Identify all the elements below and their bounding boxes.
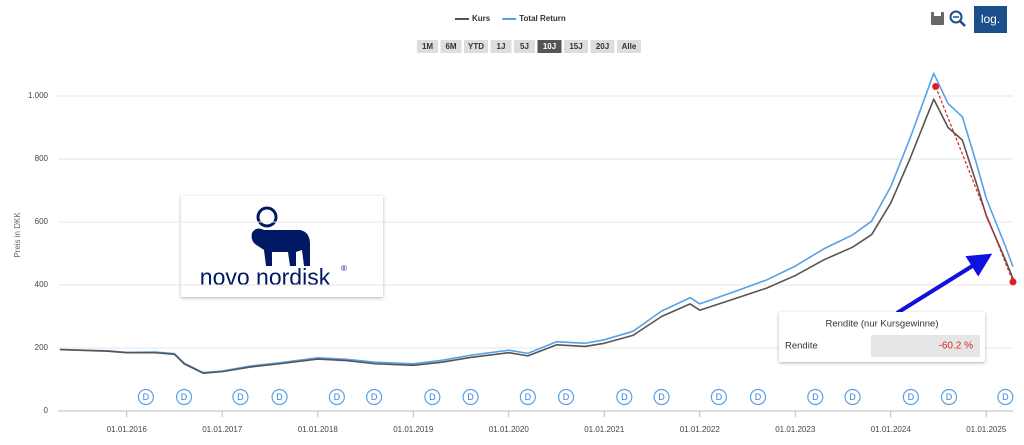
measure-point xyxy=(1009,278,1017,286)
y-tick-label: 600 xyxy=(35,217,49,226)
dividend-label: D xyxy=(371,392,378,402)
measure-point xyxy=(932,83,940,91)
range-button[interactable] xyxy=(537,40,562,53)
y-tick-label: 0 xyxy=(44,406,49,415)
x-tick-label: 01.01.2021 xyxy=(584,425,625,434)
rendite-label: Rendite xyxy=(785,341,818,352)
range-button-label: 6M xyxy=(445,42,456,51)
dividend-label: D xyxy=(755,392,762,402)
x-tick-label: 01.01.2019 xyxy=(393,425,434,434)
dividend-label: D xyxy=(716,392,723,402)
dividend-marker xyxy=(328,388,345,406)
x-tick-label: 01.01.2018 xyxy=(298,425,339,434)
dividend-marker xyxy=(653,388,670,406)
log-button[interactable] xyxy=(974,6,1007,33)
range-button[interactable] xyxy=(590,40,615,53)
measure-line xyxy=(935,86,1014,283)
logo-box: novo nordisk ® xyxy=(181,196,383,297)
legend-label: Total Return xyxy=(519,14,566,23)
zoom-icon[interactable] xyxy=(949,10,963,24)
dividend-label: D xyxy=(908,392,915,402)
log-button-label: log. xyxy=(981,12,1000,26)
range-button[interactable] xyxy=(464,40,488,53)
x-tick-label: 01.01.2023 xyxy=(775,425,816,434)
range-button-label: 1M xyxy=(422,42,433,51)
dividend-marker xyxy=(519,388,536,406)
dividend-marker xyxy=(749,388,767,406)
logo-text: novo nordisk xyxy=(200,264,331,290)
dividend-marker xyxy=(940,388,958,406)
dividend-marker xyxy=(366,388,383,406)
logo-icon xyxy=(256,206,278,228)
dividend-label: D xyxy=(237,392,244,402)
range-button[interactable] xyxy=(514,40,535,53)
dividend-label: D xyxy=(658,392,665,402)
rendite-value-background xyxy=(871,335,980,357)
dividend-label: D xyxy=(467,392,474,402)
range-button-label: YTD xyxy=(468,42,484,51)
dividend-label: D xyxy=(849,392,856,402)
range-button[interactable] xyxy=(440,40,462,53)
toolbar: log. xyxy=(931,6,1007,33)
dividend-label: D xyxy=(563,392,570,402)
y-tick-label: 200 xyxy=(35,343,49,352)
y-tick-label: 400 xyxy=(35,280,49,289)
legend-label: Kurs xyxy=(472,14,491,23)
annotation-arrow xyxy=(895,253,993,315)
dividend-marker xyxy=(844,388,861,406)
dividend-label: D xyxy=(525,392,532,402)
dividend-marker xyxy=(616,388,633,406)
logo-mark: ® xyxy=(341,264,347,273)
dividend-marker xyxy=(137,388,154,406)
dividend-marker xyxy=(710,388,727,406)
dividend-label: D xyxy=(429,392,436,402)
rendite-title: Rendite (nur Kursgewinne) xyxy=(825,319,938,330)
dividend-label: D xyxy=(143,392,150,402)
range-button-label: 10J xyxy=(543,42,556,51)
dividend-marker xyxy=(271,388,288,406)
dividend-label: D xyxy=(181,392,188,402)
dividend-marker xyxy=(232,388,249,406)
dividend-marker xyxy=(807,388,824,406)
range-button-label: 15J xyxy=(569,42,582,51)
dividend-label: D xyxy=(946,392,953,402)
dividend-marker xyxy=(462,388,479,406)
rendite-box: Rendite (nur Kursgewinne) Rendite -60.2 % xyxy=(779,312,985,362)
dividend-marker xyxy=(424,388,441,406)
dividend-label: D xyxy=(812,392,819,402)
x-tick-label: 01.01.2022 xyxy=(680,425,721,434)
y-axis-label: Preis in DKK xyxy=(13,212,22,258)
dividend-marker xyxy=(557,388,575,406)
range-button-label: Alle xyxy=(622,42,637,51)
range-button[interactable] xyxy=(490,40,512,53)
series-line xyxy=(59,98,1014,375)
range-button[interactable] xyxy=(617,40,641,53)
dividend-label: D xyxy=(334,392,341,402)
rendite-value: -60.2 % xyxy=(939,341,974,352)
x-tick-label: 01.01.2016 xyxy=(107,425,148,434)
y-tick-label: 800 xyxy=(35,154,49,163)
dividend-marker xyxy=(175,388,193,406)
dividend-marker xyxy=(902,388,919,406)
x-tick-label: 01.01.2017 xyxy=(202,425,243,434)
zoom-icon-handle xyxy=(959,20,966,27)
logo-icon xyxy=(251,228,310,266)
y-tick-label: 1.000 xyxy=(28,91,49,100)
range-button-label: 20J xyxy=(596,42,609,51)
dividend-label: D xyxy=(1002,392,1009,402)
x-tick-label: 01.01.2024 xyxy=(871,425,912,434)
dividend-label: D xyxy=(276,392,283,402)
dividend-marker xyxy=(997,388,1014,406)
x-tick-label: 01.01.2025 xyxy=(966,425,1007,434)
range-button[interactable] xyxy=(417,40,438,53)
save-icon-detail xyxy=(934,12,941,16)
range-button-label: 1J xyxy=(497,42,506,51)
range-button[interactable] xyxy=(564,40,588,53)
dividend-label: D xyxy=(621,392,628,402)
x-tick-label: 01.01.2020 xyxy=(489,425,530,434)
range-button-label: 5J xyxy=(520,42,529,51)
